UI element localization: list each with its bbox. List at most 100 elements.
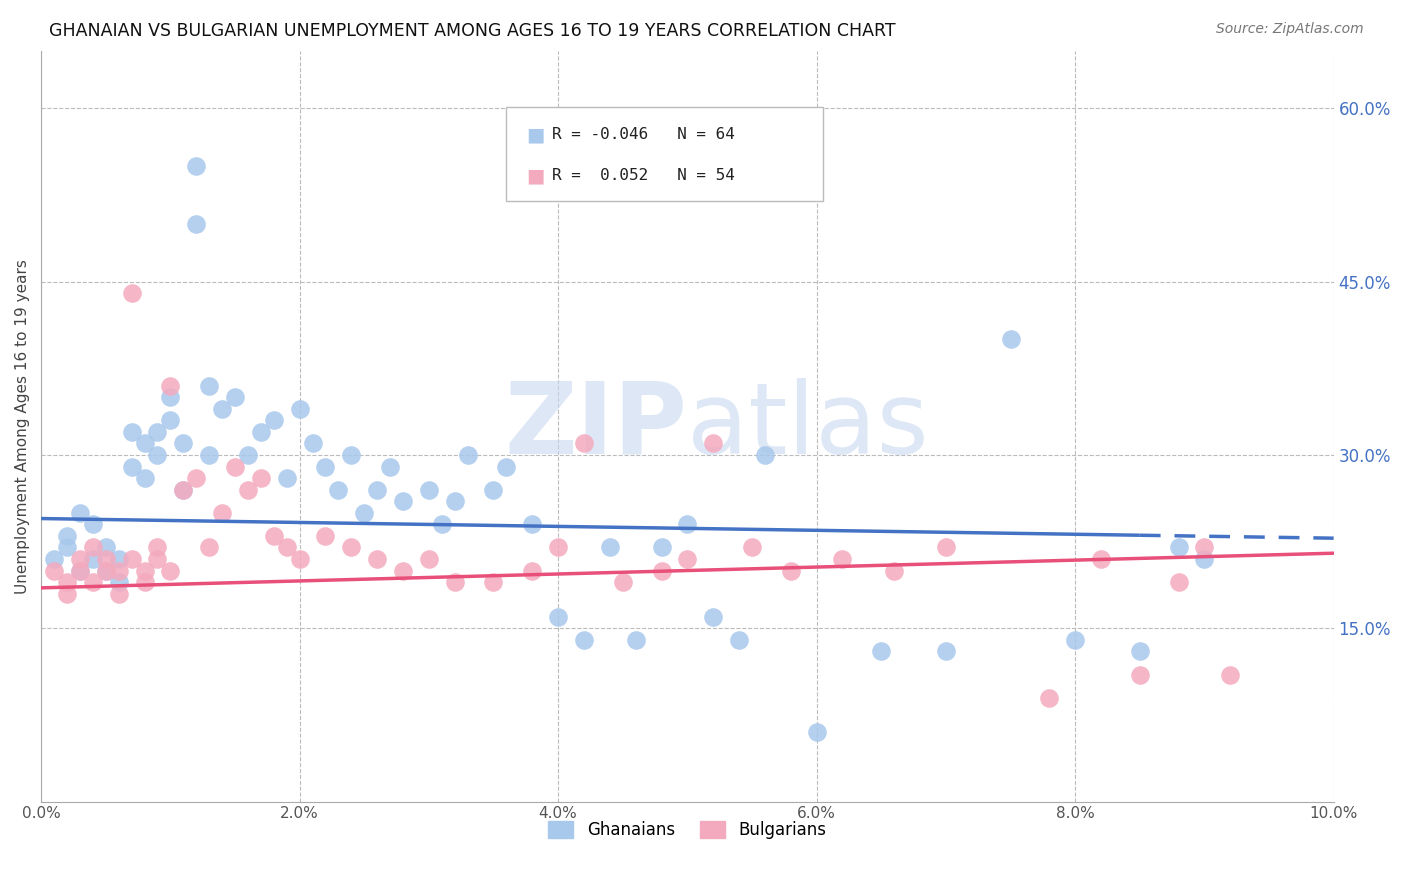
- Point: [392, 564, 415, 578]
- Text: atlas: atlas: [688, 377, 929, 475]
- Point: [883, 564, 905, 578]
- Point: [522, 564, 544, 578]
- Text: Source: ZipAtlas.com: Source: ZipAtlas.com: [1216, 22, 1364, 37]
- Point: [146, 448, 169, 462]
- Point: [547, 541, 569, 555]
- Point: [1194, 541, 1216, 555]
- Point: [754, 448, 776, 462]
- Point: [1064, 632, 1087, 647]
- Point: [107, 564, 129, 578]
- Point: [314, 529, 336, 543]
- Point: [186, 471, 208, 485]
- Point: [82, 541, 104, 555]
- Point: [107, 575, 129, 590]
- Point: [741, 541, 763, 555]
- Point: [94, 541, 117, 555]
- Point: [250, 425, 273, 439]
- Point: [301, 436, 323, 450]
- Point: [94, 564, 117, 578]
- Point: [146, 425, 169, 439]
- Point: [121, 425, 143, 439]
- Point: [1219, 667, 1241, 681]
- Text: GHANAIAN VS BULGARIAN UNEMPLOYMENT AMONG AGES 16 TO 19 YEARS CORRELATION CHART: GHANAIAN VS BULGARIAN UNEMPLOYMENT AMONG…: [49, 22, 896, 40]
- Point: [121, 552, 143, 566]
- Point: [430, 517, 453, 532]
- Point: [353, 506, 375, 520]
- Point: [236, 448, 259, 462]
- Point: [1194, 552, 1216, 566]
- Point: [482, 575, 505, 590]
- Legend: Ghanaians, Bulgarians: Ghanaians, Bulgarians: [541, 814, 832, 846]
- Point: [134, 564, 156, 578]
- Point: [82, 552, 104, 566]
- Point: [186, 217, 208, 231]
- Point: [1167, 575, 1189, 590]
- Text: ■: ■: [526, 166, 544, 185]
- Point: [263, 529, 285, 543]
- Point: [572, 436, 595, 450]
- Point: [728, 632, 751, 647]
- Point: [121, 286, 143, 301]
- Point: [340, 448, 363, 462]
- Point: [94, 552, 117, 566]
- Point: [56, 541, 79, 555]
- Point: [651, 564, 673, 578]
- Point: [42, 552, 65, 566]
- Text: R = -0.046   N = 64: R = -0.046 N = 64: [551, 128, 734, 143]
- Point: [314, 459, 336, 474]
- Point: [146, 552, 169, 566]
- Y-axis label: Unemployment Among Ages 16 to 19 years: Unemployment Among Ages 16 to 19 years: [15, 259, 30, 593]
- Text: ZIP: ZIP: [505, 377, 688, 475]
- Point: [806, 725, 828, 739]
- Point: [1000, 333, 1022, 347]
- Text: R =  0.052   N = 54: R = 0.052 N = 54: [551, 168, 734, 183]
- Text: ■: ■: [526, 126, 544, 145]
- Point: [236, 483, 259, 497]
- Point: [522, 517, 544, 532]
- Point: [69, 564, 91, 578]
- Point: [159, 378, 181, 392]
- Point: [172, 483, 194, 497]
- Point: [935, 541, 957, 555]
- Point: [457, 448, 479, 462]
- FancyBboxPatch shape: [506, 107, 823, 201]
- Point: [599, 541, 621, 555]
- Point: [94, 564, 117, 578]
- Point: [134, 575, 156, 590]
- Point: [276, 541, 298, 555]
- Point: [1090, 552, 1112, 566]
- Point: [676, 517, 699, 532]
- Point: [56, 587, 79, 601]
- Point: [69, 564, 91, 578]
- Point: [482, 483, 505, 497]
- Point: [366, 483, 388, 497]
- Point: [121, 459, 143, 474]
- Point: [224, 459, 246, 474]
- Point: [443, 575, 465, 590]
- Point: [42, 564, 65, 578]
- Point: [56, 529, 79, 543]
- Point: [572, 632, 595, 647]
- Point: [198, 378, 221, 392]
- Point: [211, 506, 233, 520]
- Point: [134, 471, 156, 485]
- Point: [495, 459, 517, 474]
- Point: [186, 159, 208, 173]
- Point: [159, 413, 181, 427]
- Point: [366, 552, 388, 566]
- Point: [69, 552, 91, 566]
- Point: [159, 390, 181, 404]
- Point: [263, 413, 285, 427]
- Point: [340, 541, 363, 555]
- Point: [107, 552, 129, 566]
- Point: [69, 506, 91, 520]
- Point: [82, 575, 104, 590]
- Point: [870, 644, 893, 658]
- Point: [702, 436, 724, 450]
- Point: [288, 401, 311, 416]
- Point: [107, 587, 129, 601]
- Point: [547, 609, 569, 624]
- Point: [624, 632, 647, 647]
- Point: [831, 552, 853, 566]
- Point: [159, 564, 181, 578]
